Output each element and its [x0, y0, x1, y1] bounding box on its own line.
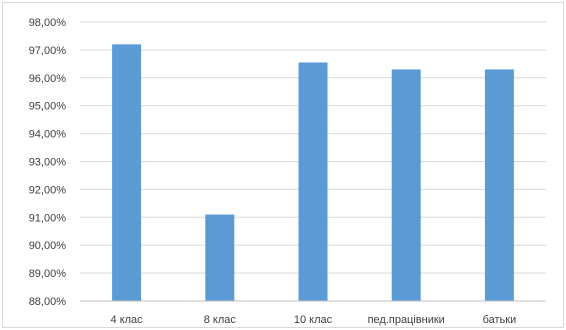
y-tick-label: 98,00%	[29, 17, 67, 29]
x-tick-label: пед.працівники	[368, 314, 445, 326]
bar	[484, 69, 514, 302]
gridlines	[80, 21, 546, 274]
bar	[112, 44, 142, 301]
bars	[112, 44, 514, 302]
y-tick-label: 95,00%	[29, 101, 67, 113]
x-tick-label: 10 клас	[294, 314, 333, 326]
y-tick-label: 91,00%	[29, 212, 67, 224]
bar	[298, 62, 328, 301]
y-axis-tick-labels: 88,00% 89,00% 90,00% 91,00% 92,00% 93,00…	[29, 17, 67, 308]
y-tick-label: 90,00%	[29, 240, 67, 252]
x-tick-label: 4 клас	[111, 314, 144, 326]
x-tick-label: батьки	[483, 314, 517, 326]
y-tick-label: 89,00%	[29, 268, 67, 280]
y-tick-label: 88,00%	[29, 296, 67, 308]
bar	[391, 69, 421, 302]
x-axis-tick-labels: 4 клас 8 клас 10 клас пед.працівники бат…	[111, 314, 517, 326]
bar	[205, 214, 235, 301]
y-tick-label: 94,00%	[29, 129, 67, 141]
y-tick-label: 97,00%	[29, 45, 67, 57]
y-tick-label: 96,00%	[29, 73, 67, 85]
y-tick-label: 93,00%	[29, 157, 67, 169]
x-tick-label: 8 клас	[204, 314, 237, 326]
y-tick-label: 92,00%	[29, 184, 67, 196]
